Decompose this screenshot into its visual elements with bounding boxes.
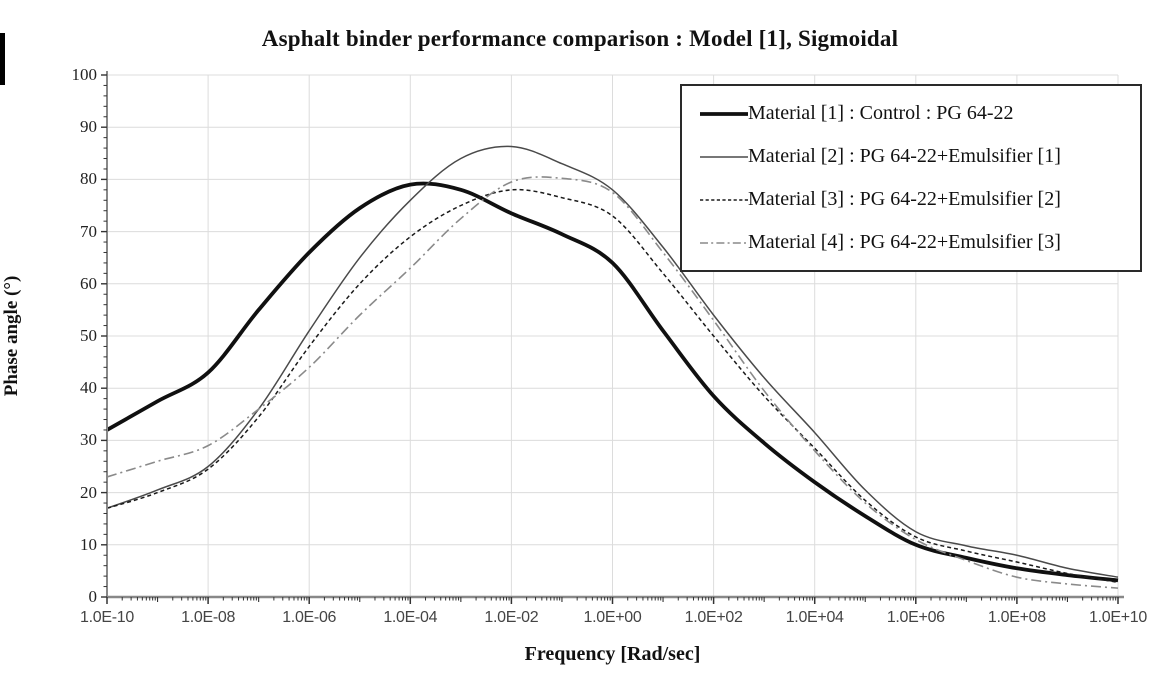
legend-item: Material [2] : PG 64-22+Emulsifier [1] (700, 145, 1130, 168)
legend-label: Material [3] : PG 64-22+Emulsifier [2] (748, 188, 1061, 210)
chart-title: Asphalt binder performance comparison : … (261, 26, 899, 51)
y-tick-label: 80 (80, 169, 97, 189)
legend-line-sample-3 (700, 198, 748, 201)
legend: Material [1] : Control : PG 64-22 Materia… (680, 84, 1142, 272)
legend-line-sample-1 (700, 111, 748, 116)
legend-line-sample-4 (700, 241, 748, 244)
y-tick-label: 0 (88, 587, 98, 606)
legend-item: Material [4] : PG 64-22+Emulsifier [3] (700, 231, 1130, 254)
legend-label: Material [1] : Control : PG 64-22 (748, 102, 1014, 124)
legend-line-sample-2 (700, 155, 748, 158)
legend-label: Material [2] : PG 64-22+Emulsifier [1] (748, 145, 1061, 167)
x-tick-label: 1.0E+06 (886, 609, 945, 626)
curve-material-4 (106, 176, 1119, 589)
x-axis-title: Frequency [Rad/sec] (524, 643, 701, 665)
curve-material-1 (106, 181, 1119, 583)
left-edge-artifact (0, 33, 5, 85)
y-tick-label: 70 (80, 221, 97, 241)
legend-item: Material [1] : Control : PG 64-22 (700, 102, 1130, 125)
y-tick-label: 60 (80, 273, 97, 293)
x-tick-label: 1.0E+04 (785, 609, 844, 626)
y-tick-label: 20 (80, 482, 97, 502)
x-tick-label: 1.0E+10 (1089, 609, 1147, 626)
y-tick-label: 10 (80, 534, 97, 554)
y-tick-label: 50 (80, 326, 97, 345)
x-tick-label: 1.0E-08 (181, 609, 236, 626)
legend-label: Material [4] : PG 64-22+Emulsifier [3] (748, 231, 1061, 253)
x-tick-label: 1.0E-02 (484, 609, 539, 626)
x-tick-label: 1.0E+02 (684, 609, 743, 626)
y-tick-label: 90 (80, 117, 97, 137)
x-tick-label: 1.0E-04 (383, 609, 438, 626)
x-tick-label: 1.0E+08 (987, 609, 1046, 626)
curve-material-2 (106, 145, 1119, 578)
x-tick-label: 1.0E+00 (583, 609, 642, 626)
y-tick-label: 30 (80, 430, 97, 450)
x-tick-label: 1.0E-06 (282, 609, 337, 626)
y-tick-label: 100 (71, 65, 98, 84)
x-tick-label: 1.0E-10 (80, 609, 134, 626)
legend-item: Material [3] : PG 64-22+Emulsifier [2] (700, 188, 1130, 211)
y-tick-label: 40 (80, 378, 97, 398)
